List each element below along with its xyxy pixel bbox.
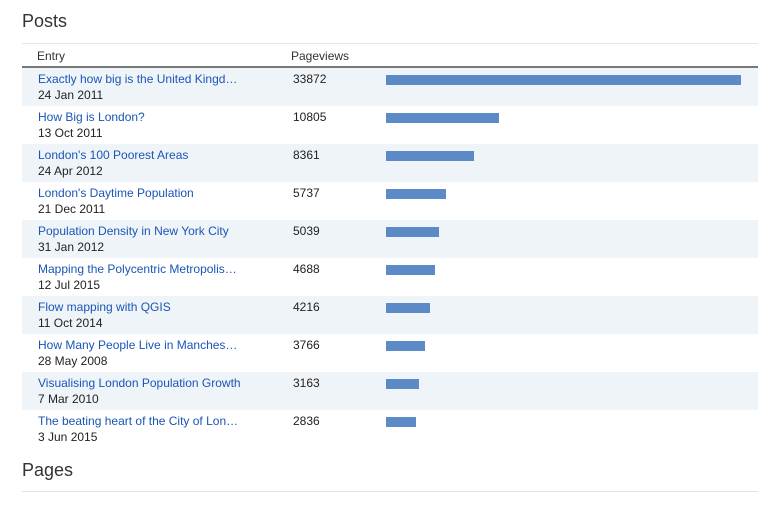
post-title-link[interactable]: How Big is London? [38,110,145,124]
post-title-link[interactable]: How Many People Live in Manches… [38,338,238,352]
posts-table-header: Entry Pageviews [22,43,758,68]
post-date: 31 Jan 2012 [38,240,105,254]
pages-divider [22,491,758,492]
table-row: Population Density in New York City 31 Ja… [22,220,758,258]
post-date: 21 Dec 2011 [38,202,106,216]
pageviews-value: 10805 [293,110,327,124]
table-row: Visualising London Population Growth 7 Ma… [22,372,758,410]
post-date: 11 Oct 2014 [38,316,103,330]
post-title-link[interactable]: London's 100 Poorest Areas [38,148,189,162]
pageviews-value: 4216 [293,300,320,314]
pageviews-column-header: Pageviews [291,49,350,63]
post-title-link[interactable]: Exactly how big is the United Kingd… [38,72,238,86]
post-date: 24 Jan 2011 [38,88,104,102]
pageviews-bar [386,75,741,85]
posts-section-title: Posts [22,11,68,31]
posts-table-body: Exactly how big is the United Kingd… 24 J… [22,68,758,448]
table-row: Exactly how big is the United Kingd… 24 J… [22,68,758,106]
post-title-link[interactable]: Mapping the Polycentric Metropolis… [38,262,237,276]
table-row: London's 100 Poorest Areas 24 Apr 2012 836… [22,144,758,182]
posts-table: Entry Pageviews Exactly how big is the U… [22,43,758,448]
entry-column-header: Entry [37,49,66,63]
pages-section-title: Pages [22,460,74,480]
pageviews-bar [386,265,435,275]
pageviews-value: 3766 [293,338,320,352]
pageviews-value: 5039 [293,224,320,238]
table-row: Flow mapping with QGIS 11 Oct 2014 4216 [22,296,758,334]
pageviews-value: 2836 [293,414,320,428]
table-row: Mapping the Polycentric Metropolis… 12 Ju… [22,258,758,296]
pageviews-value: 5737 [293,186,320,200]
pageviews-bar [386,417,416,427]
pageviews-bar [386,113,499,123]
post-title-link[interactable]: Population Density in New York City [38,224,229,238]
post-title-link[interactable]: London's Daytime Population [38,186,194,200]
pageviews-bar [386,341,425,351]
post-date: 3 Jun 2015 [38,430,98,444]
post-date: 12 Jul 2015 [38,278,101,292]
post-title-link[interactable]: Flow mapping with QGIS [38,300,171,314]
pageviews-value: 3163 [293,376,320,390]
post-date: 28 May 2008 [38,354,108,368]
table-row: How Many People Live in Manches… 28 May 2… [22,334,758,372]
pageviews-value: 8361 [293,148,320,162]
post-date: 13 Oct 2011 [38,126,103,140]
pageviews-bar [386,379,419,389]
pageviews-bar [386,151,474,161]
pageviews-bar [386,227,439,237]
table-row: How Big is London? 13 Oct 2011 10805 [22,106,758,144]
pageviews-value: 4688 [293,262,320,276]
post-date: 7 Mar 2010 [38,392,99,406]
pageviews-bar [386,189,446,199]
post-title-link[interactable]: Visualising London Population Growth [38,376,241,390]
post-date: 24 Apr 2012 [38,164,103,178]
post-title-link[interactable]: The beating heart of the City of Lon… [38,414,239,428]
pageviews-bar [386,303,430,313]
table-row: London's Daytime Population 21 Dec 2011 57… [22,182,758,220]
table-row: The beating heart of the City of Lon… 3 J… [22,410,758,448]
pageviews-value: 33872 [293,72,327,86]
